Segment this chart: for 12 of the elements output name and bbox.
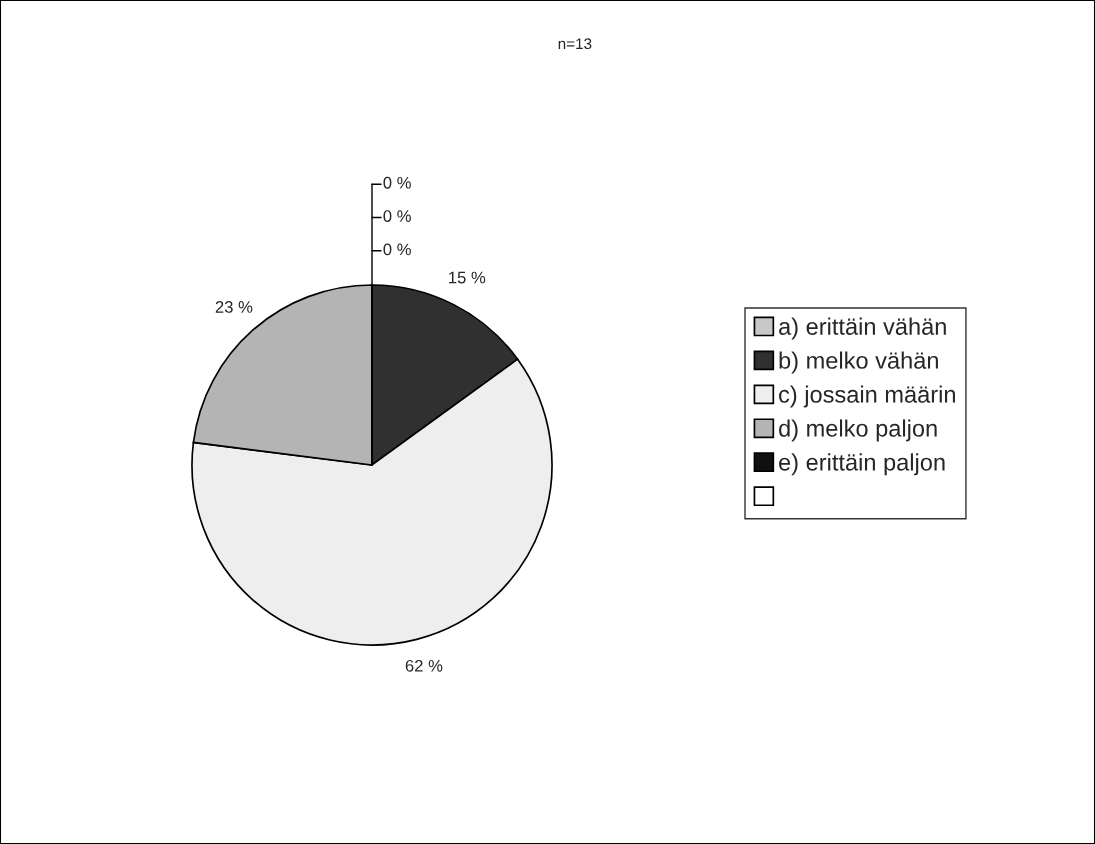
data-label: 62 %	[405, 659, 443, 672]
legend-label: e) erittäin paljon	[779, 453, 945, 476]
legend-label: d) melko paljon	[779, 419, 937, 442]
text: 0 %	[383, 210, 411, 222]
data-label: 23 %	[215, 301, 253, 313]
legend-label: b) melko vähän	[779, 351, 938, 374]
data-label: 15 %	[449, 271, 486, 284]
legend-label: c) jossain määrin	[779, 385, 955, 408]
text: 0 %	[383, 243, 411, 256]
chart-title: n=13	[558, 38, 592, 50]
text: 0 %	[383, 176, 411, 189]
legend-label: a) erittäin vähän	[779, 317, 946, 340]
